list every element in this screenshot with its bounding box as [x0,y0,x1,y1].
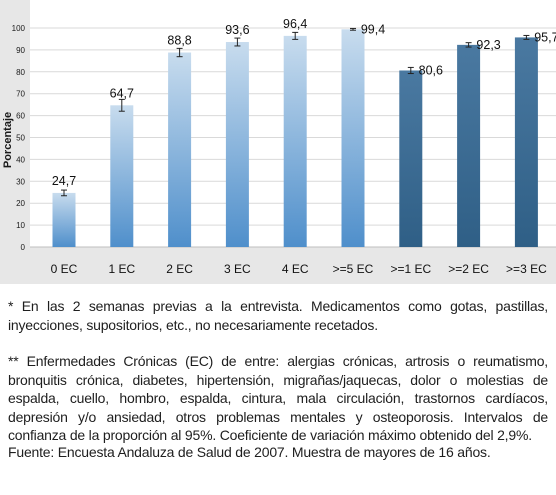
error-bar [176,47,183,58]
y-tick-label: 40 [16,155,25,164]
x-tick-label: >=5 EC [333,262,374,276]
y-axis-ticks: 0 10 20 30 40 50 60 70 80 90 100 [12,24,26,252]
y-tick-label: 60 [16,112,25,121]
bars [52,29,538,248]
value-label: 95,7 [534,30,556,44]
footnote-chronic-diseases: ** Enfermedades Crónicas (EC) de entre: … [8,353,548,443]
chart-panel: 0 10 20 30 40 50 60 70 80 90 100 24,7 64,7 88,8 93,6 9… [0,0,556,284]
error-bar [350,27,356,31]
value-label: 96,4 [283,17,307,31]
bar [457,44,481,247]
bar [283,35,307,247]
x-tick-label: 3 EC [224,262,251,276]
error-bar [118,98,125,112]
x-tick-label: 0 EC [51,262,78,276]
bar-chart: 0 10 20 30 40 50 60 70 80 90 100 24,7 64,7 88,8 93,6 9… [2,0,556,276]
x-tick-label: 4 EC [282,262,309,276]
x-tick-label: >=3 EC [506,262,547,276]
y-tick-label: 100 [12,24,26,33]
value-label: 99,4 [361,22,385,36]
x-tick-label: 2 EC [166,262,193,276]
x-axis-ticks: 0 EC 1 EC 2 EC 3 EC 4 EC >=5 EC >=1 EC >=2 EC >=… [51,262,547,276]
source-note: Fuente: Encuesta Andaluza de Salud de 20… [8,444,491,460]
x-tick-label: >=1 EC [390,262,431,276]
y-tick-label: 50 [16,134,25,143]
y-tick-label: 0 [21,243,26,252]
x-tick-label: 1 EC [108,262,135,276]
value-label: 92,3 [476,38,500,52]
bar [225,42,249,248]
value-label: 80,6 [419,63,443,77]
value-label: 93,6 [225,23,249,37]
value-label: 88,8 [167,34,191,48]
y-tick-label: 10 [16,221,25,230]
value-labels: 24,7 64,7 88,8 93,6 96,4 99,4 80,6 92,3 95,7 [52,17,556,188]
bar [514,37,538,248]
footnote-medicines: * En las 2 semanas previas a la entrevis… [8,298,548,333]
error-bar [465,42,472,48]
y-tick-label: 30 [16,177,25,186]
bar [110,105,134,247]
y-tick-label: 70 [16,90,25,99]
bar [341,29,365,248]
bar [52,192,76,247]
x-tick-label: >=2 EC [448,262,489,276]
value-label: 64,7 [110,86,134,100]
y-tick-label: 20 [16,199,25,208]
y-axis-label: Porcentaje [2,112,14,168]
error-bar [61,189,67,197]
bar [399,70,423,248]
bar [168,52,192,247]
value-label: 24,7 [52,174,76,188]
y-tick-label: 80 [16,68,25,77]
error-bar [292,31,299,40]
y-tick-label: 90 [16,46,25,55]
error-bar [407,66,414,75]
error-bar [234,37,241,47]
error-bar [523,34,530,40]
error-bars [61,27,530,197]
